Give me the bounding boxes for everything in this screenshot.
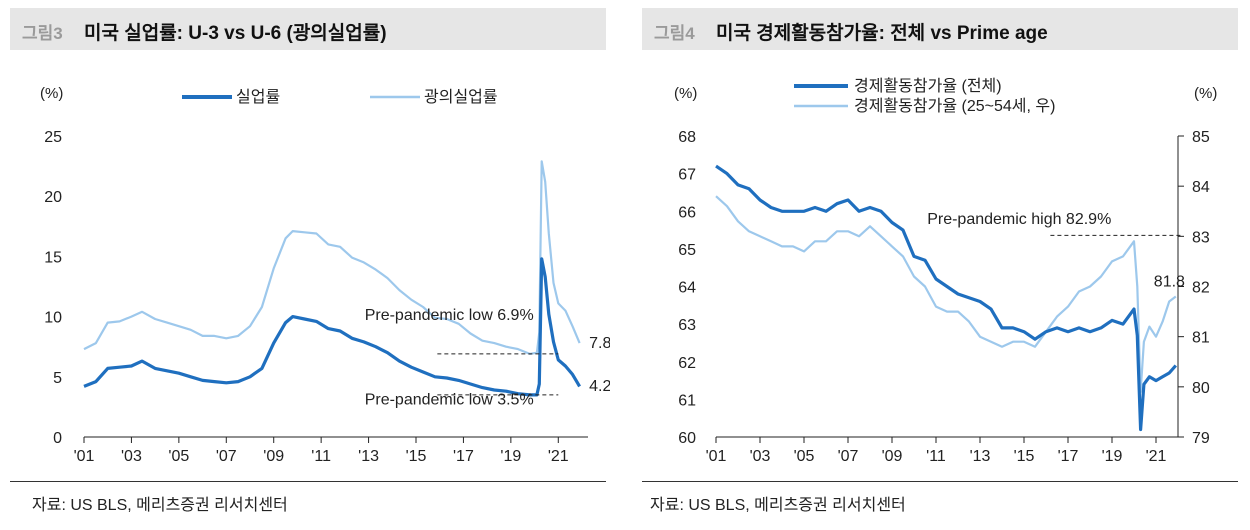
x-tick-label: '21 (548, 448, 569, 465)
end-value-label: 4.2 (589, 378, 610, 395)
chart-title-bar: 그림4 미국 경제활동참가율: 전체 vs Prime age (642, 8, 1238, 50)
series-line-total (715, 164, 1178, 432)
y-tick-label-left: 65 (678, 242, 696, 259)
y-tick-label-right: 82 (1192, 280, 1210, 297)
legend-label: 경제활동참가율 (전체) (854, 77, 1002, 95)
y-tick-label: 10 (44, 310, 62, 327)
chart-source: 자료: US BLS, 메리츠증권 리서치센터 (32, 497, 288, 514)
y-tick-label-left: 61 (678, 392, 696, 409)
figure-label: 그림3 (22, 24, 63, 43)
end-value-label: 81.8 (1154, 274, 1185, 291)
x-tick-label: '19 (1102, 448, 1123, 465)
y-tick-label: 0 (53, 430, 62, 447)
x-tick-label: '05 (794, 448, 815, 465)
x-tick-label: '07 (216, 448, 237, 465)
x-tick-label: '11 (311, 448, 331, 465)
chart-title: 미국 실업률: U-3 vs U-6 (광의실업률) (84, 23, 387, 44)
x-tick-label: '03 (121, 448, 142, 465)
series-line-u3 (83, 257, 581, 397)
x-tick-label: '17 (453, 448, 474, 465)
end-value-label: 7.8 (589, 335, 610, 352)
x-tick-label: '05 (168, 448, 189, 465)
annotation-label: Pre-pandemic low 3.5% (365, 391, 534, 408)
x-tick-label: '19 (500, 448, 521, 465)
source-divider (642, 481, 1238, 482)
x-tick-label: '15 (406, 448, 427, 465)
x-tick-label: '01 (706, 448, 727, 465)
y-axis-unit-label-right: (%) (1194, 85, 1217, 102)
y-tick-label-left: 64 (678, 280, 696, 297)
y-tick-label-left: 67 (678, 167, 696, 184)
x-tick-label: '13 (358, 448, 379, 465)
figure-label: 그림4 (654, 24, 695, 43)
legend-label: 광의실업률 (424, 88, 498, 106)
y-tick-label-right: 83 (1192, 229, 1210, 246)
y-axis-unit-label: (%) (40, 85, 63, 102)
y-tick-label-left: 63 (678, 317, 696, 334)
annotation-label: Pre-pandemic high 82.9% (927, 211, 1111, 228)
y-tick-label-right: 85 (1192, 129, 1210, 146)
y-tick-label-right: 79 (1192, 430, 1210, 447)
x-tick-label: '07 (838, 448, 859, 465)
x-tick-label: '13 (970, 448, 991, 465)
y-tick-label-left: 60 (678, 430, 696, 447)
chart-panel-unemployment: 그림3 미국 실업률: U-3 vs U-6 (광의실업률) (%) 실업률 광의실… (10, 0, 610, 530)
y-axis-unit-label-left: (%) (674, 85, 697, 102)
y-tick-label: 25 (44, 129, 62, 146)
legend-label: 경제활동참가율 (25~54세, 우) (854, 97, 1055, 115)
x-tick-label: '09 (263, 448, 284, 465)
x-tick-label: '15 (1014, 448, 1035, 465)
series-line-prime-age (715, 195, 1177, 393)
y-tick-label: 5 (53, 370, 62, 387)
y-tick-label-right: 81 (1192, 330, 1210, 347)
chart-panel-participation: 그림4 미국 경제활동참가율: 전체 vs Prime age (%) (%) 경제… (642, 0, 1242, 530)
source-divider (10, 481, 606, 482)
y-tick-label-left: 68 (678, 129, 696, 146)
x-tick-label: '01 (74, 448, 95, 465)
x-tick-label: '11 (926, 448, 946, 465)
annotation-label: Pre-pandemic low 6.9% (365, 307, 534, 324)
y-tick-label-right: 80 (1192, 380, 1210, 397)
x-tick-label: '09 (882, 448, 903, 465)
x-tick-label: '03 (750, 448, 771, 465)
unemployment-chart: (%) 실업률 광의실업률 0 5 10 15 20 25 '01 '03 '05 '07 '09 '11 '… (40, 85, 610, 465)
y-tick-label-right: 84 (1192, 179, 1210, 196)
legend-label: 실업률 (236, 88, 280, 106)
y-tick-label: 15 (44, 249, 62, 266)
x-tick-label: '21 (1146, 448, 1167, 465)
y-tick-label-left: 66 (678, 204, 696, 221)
participation-chart: (%) (%) 경제활동참가율 (전체) 경제활동참가율 (25~54세, 우) 60 6… (674, 77, 1217, 465)
y-tick-label-left: 62 (678, 355, 696, 372)
y-tick-label: 20 (44, 189, 62, 206)
chart-title: 미국 경제활동참가율: 전체 vs Prime age (716, 23, 1048, 44)
chart-title-bar: 그림3 미국 실업률: U-3 vs U-6 (광의실업률) (10, 8, 606, 50)
x-tick-label: '17 (1058, 448, 1079, 465)
chart-source: 자료: US BLS, 메리츠증권 리서치센터 (650, 497, 906, 514)
series-line-u6 (83, 160, 581, 355)
